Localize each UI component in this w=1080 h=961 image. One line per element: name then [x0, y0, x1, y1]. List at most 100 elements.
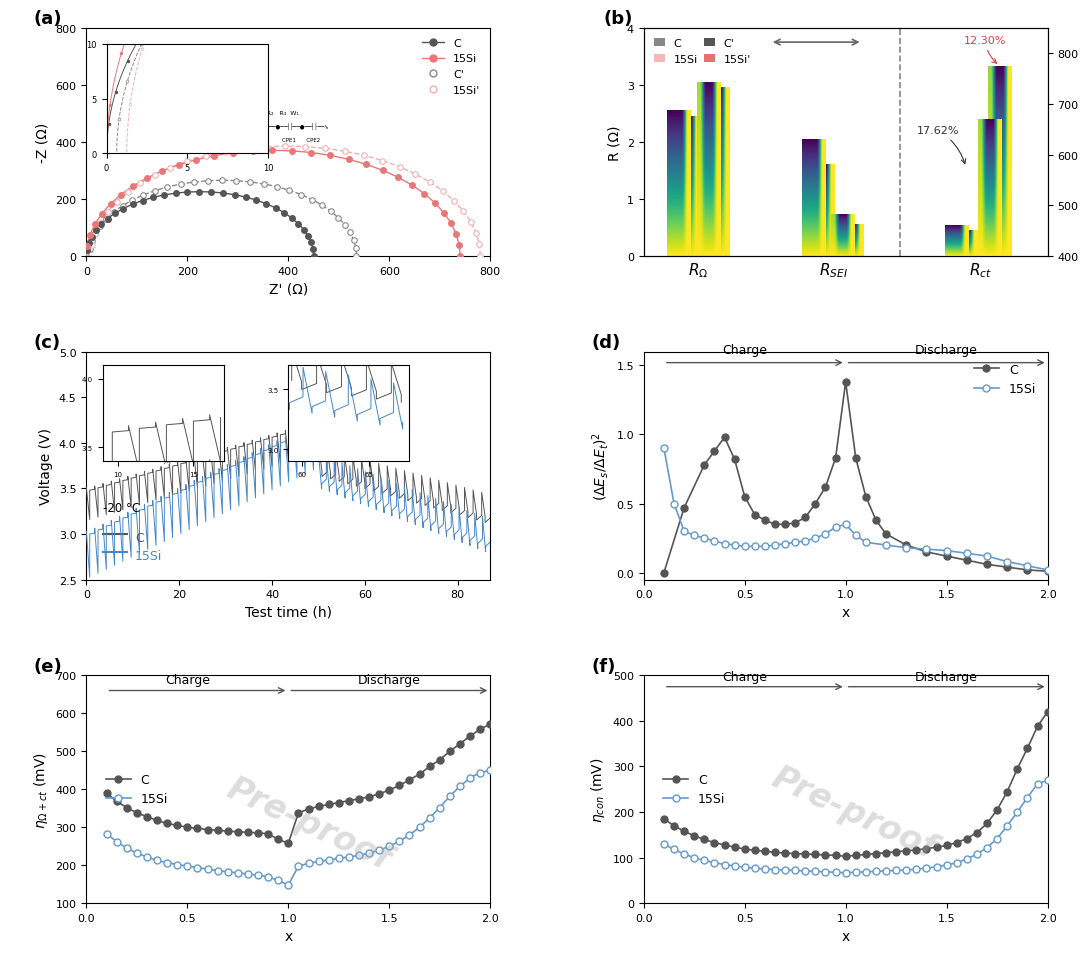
15Si — [707, 535, 720, 547]
Y-axis label: $\eta_{con}$ (mV): $\eta_{con}$ (mV) — [590, 756, 607, 823]
C — [131, 807, 144, 819]
C — [819, 481, 832, 493]
Text: 15Si: 15Si — [135, 550, 162, 562]
C — [658, 567, 671, 579]
C — [212, 825, 225, 836]
C — [414, 769, 427, 780]
15Si — [393, 836, 406, 848]
15Si — [140, 851, 153, 863]
Text: Discharge: Discharge — [357, 674, 421, 686]
C — [739, 491, 752, 503]
Text: Charge: Charge — [165, 674, 210, 686]
C — [728, 455, 741, 466]
Text: 12.30%: 12.30% — [963, 36, 1005, 64]
Text: CPE1      CPE2: CPE1 CPE2 — [282, 137, 321, 142]
C — [463, 730, 476, 742]
C — [231, 826, 244, 838]
15Si — [799, 535, 812, 547]
C — [920, 547, 933, 558]
15Si — [930, 861, 943, 873]
C — [1041, 706, 1054, 718]
C — [981, 818, 994, 829]
C — [981, 559, 994, 571]
C — [242, 826, 255, 838]
C — [261, 828, 274, 840]
Text: (f): (f) — [591, 657, 616, 675]
C — [930, 842, 943, 853]
C — [352, 793, 365, 804]
15Si — [981, 551, 994, 562]
C — [393, 780, 406, 792]
15Si — [971, 849, 984, 860]
C — [423, 761, 436, 773]
X-axis label: x: x — [841, 605, 850, 619]
15Si — [342, 851, 355, 863]
C — [718, 432, 731, 444]
C — [839, 850, 852, 862]
C — [658, 813, 671, 825]
C — [140, 811, 153, 823]
C — [1031, 721, 1044, 732]
C — [909, 845, 922, 856]
15Si — [201, 863, 214, 875]
15Si — [433, 801, 446, 813]
15Si — [779, 538, 792, 550]
C — [769, 847, 782, 858]
C — [779, 519, 792, 530]
15Si — [161, 857, 174, 869]
C — [819, 850, 832, 861]
C — [900, 540, 913, 552]
15Si — [900, 864, 913, 875]
C — [707, 446, 720, 457]
Text: (a): (a) — [33, 11, 63, 28]
C — [779, 848, 792, 859]
C — [860, 849, 873, 860]
15Si — [282, 879, 295, 891]
15Si — [688, 530, 701, 542]
C — [688, 830, 701, 842]
15Si — [1041, 564, 1054, 576]
C — [941, 551, 954, 562]
15Si — [941, 545, 954, 556]
15Si — [484, 765, 497, 776]
15Si — [272, 875, 285, 886]
Text: Charge: Charge — [723, 670, 767, 683]
C — [890, 846, 903, 857]
15Si — [403, 829, 416, 841]
C — [739, 844, 752, 855]
15Si — [423, 812, 436, 824]
C — [677, 503, 690, 514]
15Si — [788, 865, 801, 876]
15Si — [444, 791, 457, 802]
C — [950, 837, 963, 849]
C — [1011, 763, 1024, 775]
15Si — [688, 852, 701, 864]
C — [292, 807, 305, 819]
15Si — [758, 863, 771, 875]
15Si — [839, 519, 852, 530]
15Si — [829, 867, 842, 878]
C — [960, 554, 973, 566]
C — [382, 784, 395, 796]
15Si — [728, 540, 741, 552]
15Si — [900, 542, 913, 554]
15Si — [748, 863, 761, 875]
C — [707, 837, 720, 849]
C — [769, 519, 782, 530]
15Si — [242, 869, 255, 880]
15Si — [131, 848, 144, 859]
15Si — [474, 767, 487, 778]
15Si — [261, 871, 274, 882]
C — [971, 827, 984, 839]
Y-axis label: $\eta_{\Omega+ct}$ (mV): $\eta_{\Omega+ct}$ (mV) — [32, 752, 50, 827]
X-axis label: Z' (Ω): Z' (Ω) — [269, 282, 308, 296]
15Si — [373, 845, 386, 856]
Text: ──┤├──●──┤├──●──┤├──∿: ──┤├──●──┤├──●──┤├──∿ — [256, 123, 328, 130]
15Si — [1041, 775, 1054, 786]
15Si — [414, 822, 427, 833]
15Si — [941, 859, 954, 871]
C — [869, 515, 882, 527]
X-axis label: Test time (h): Test time (h) — [245, 605, 332, 619]
15Si — [1011, 806, 1024, 818]
Text: Pre-proof: Pre-proof — [767, 760, 941, 865]
